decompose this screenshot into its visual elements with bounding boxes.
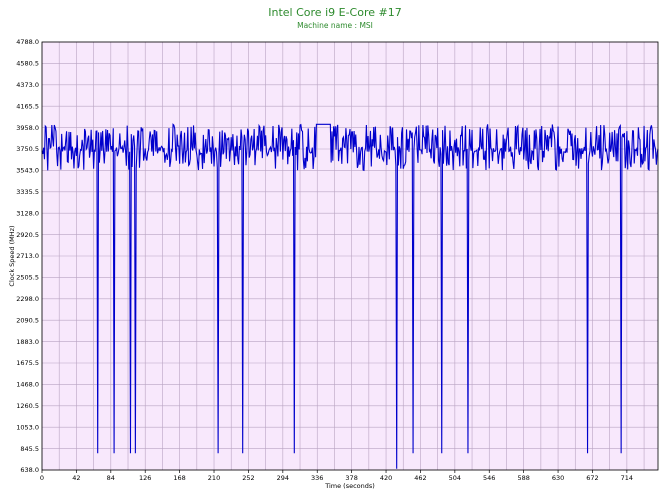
x-tick-label: 84 [107, 474, 115, 482]
chart-title: Intel Core i9 E-Core #17 [268, 6, 402, 19]
y-axis-label: Clock Speed (MHz) [8, 225, 16, 286]
plot-border [41, 41, 659, 471]
x-tick-label: 630 [552, 474, 564, 482]
y-tick-label: 2090.5 [16, 316, 39, 324]
y-tick-label: 1053.0 [16, 423, 39, 431]
y-tick-label: 845.5 [20, 445, 39, 453]
y-tick-label: 3128.0 [16, 209, 39, 217]
x-tick-label: 0 [40, 474, 44, 482]
x-tick-label: 462 [414, 474, 426, 482]
x-tick-label: 336 [311, 474, 323, 482]
y-tick-label: 4165.5 [16, 102, 39, 110]
x-tick-label: 42 [72, 474, 80, 482]
x-tick-label: 126 [139, 474, 151, 482]
x-tick-label: 420 [380, 474, 392, 482]
y-tick-label: 4788.0 [16, 38, 39, 46]
x-tick-label: 672 [586, 474, 598, 482]
series-line [41, 123, 659, 469]
x-tick-label: 588 [517, 474, 529, 482]
x-tick-label: 546 [483, 474, 495, 482]
x-tick-label: 294 [277, 474, 289, 482]
x-axis-label: Time (seconds) [324, 482, 375, 490]
x-tick-label: 504 [449, 474, 461, 482]
y-tick-label: 1260.5 [16, 402, 39, 410]
y-tick-label: 3543.0 [16, 167, 39, 175]
y-tick-label: 3958.0 [16, 124, 39, 132]
y-tick-label: 1883.0 [16, 338, 39, 346]
y-tick-label: 4580.5 [16, 60, 39, 68]
y-tick-label: 2505.5 [16, 274, 39, 282]
x-tick-label: 168 [173, 474, 185, 482]
chart-subtitle: Machine name : MSI [297, 21, 373, 30]
y-tick-label: 2713.0 [16, 252, 39, 260]
x-tick-label: 210 [208, 474, 220, 482]
x-axis-ticks: 0 42 84 126 168 210 252 294 336 378 420 462 504 546 58… [40, 470, 633, 482]
y-tick-label: 3335.5 [16, 188, 39, 196]
y-tick-label: 2920.5 [16, 231, 39, 239]
y-axis-ticks: 638.0 845.5 1053.0 1260.5 1468.0 1675.5 1883.0… [16, 38, 39, 474]
y-tick-label: 1675.5 [16, 359, 39, 367]
y-tick-label: 4373.0 [16, 81, 39, 89]
x-tick-label: 714 [621, 474, 633, 482]
y-tick-label: 1468.0 [16, 381, 39, 389]
y-tick-label: 3750.5 [16, 145, 39, 153]
y-tick-label: 638.0 [20, 466, 39, 474]
x-tick-label: 252 [242, 474, 254, 482]
y-tick-label: 2298.0 [16, 295, 39, 303]
x-tick-label: 378 [345, 474, 357, 482]
